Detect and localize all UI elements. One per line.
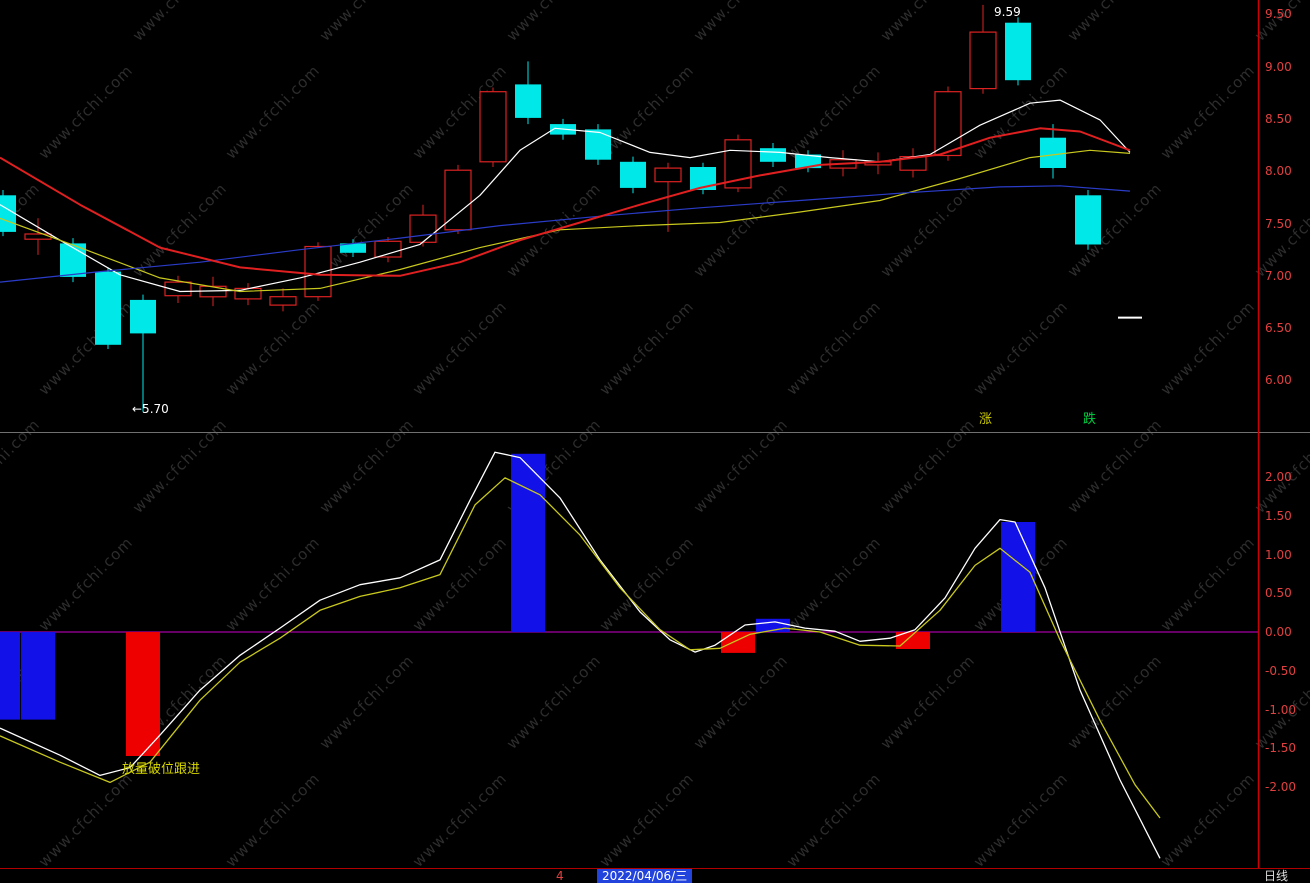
- histogram-group: [0, 453, 1035, 756]
- candlestick-group: [0, 4, 1101, 412]
- indicator-fast-white: [0, 451, 1161, 859]
- rise-label: 涨: [979, 412, 993, 427]
- fall-label: 跌: [1083, 412, 1097, 427]
- date-axis-fragment: 4: [556, 869, 564, 883]
- status-bar: 4 2022/04/06/三 日线: [0, 868, 1310, 883]
- ma-fast-white: [0, 99, 1131, 293]
- high-price-label: 9.59: [994, 5, 1021, 19]
- period-selector[interactable]: 日线: [1264, 869, 1289, 883]
- ma-slow-blue: [0, 185, 1131, 283]
- low-price-label: ←5.70: [132, 402, 169, 416]
- ma-mid-yellow: [0, 149, 1131, 293]
- indicator-slow-yellow: [0, 477, 1161, 819]
- indicator-signal-text: 放量破位跟进: [122, 762, 201, 777]
- selected-date-label[interactable]: 2022/04/06/三: [597, 869, 693, 883]
- ma-long-red: [0, 127, 1131, 277]
